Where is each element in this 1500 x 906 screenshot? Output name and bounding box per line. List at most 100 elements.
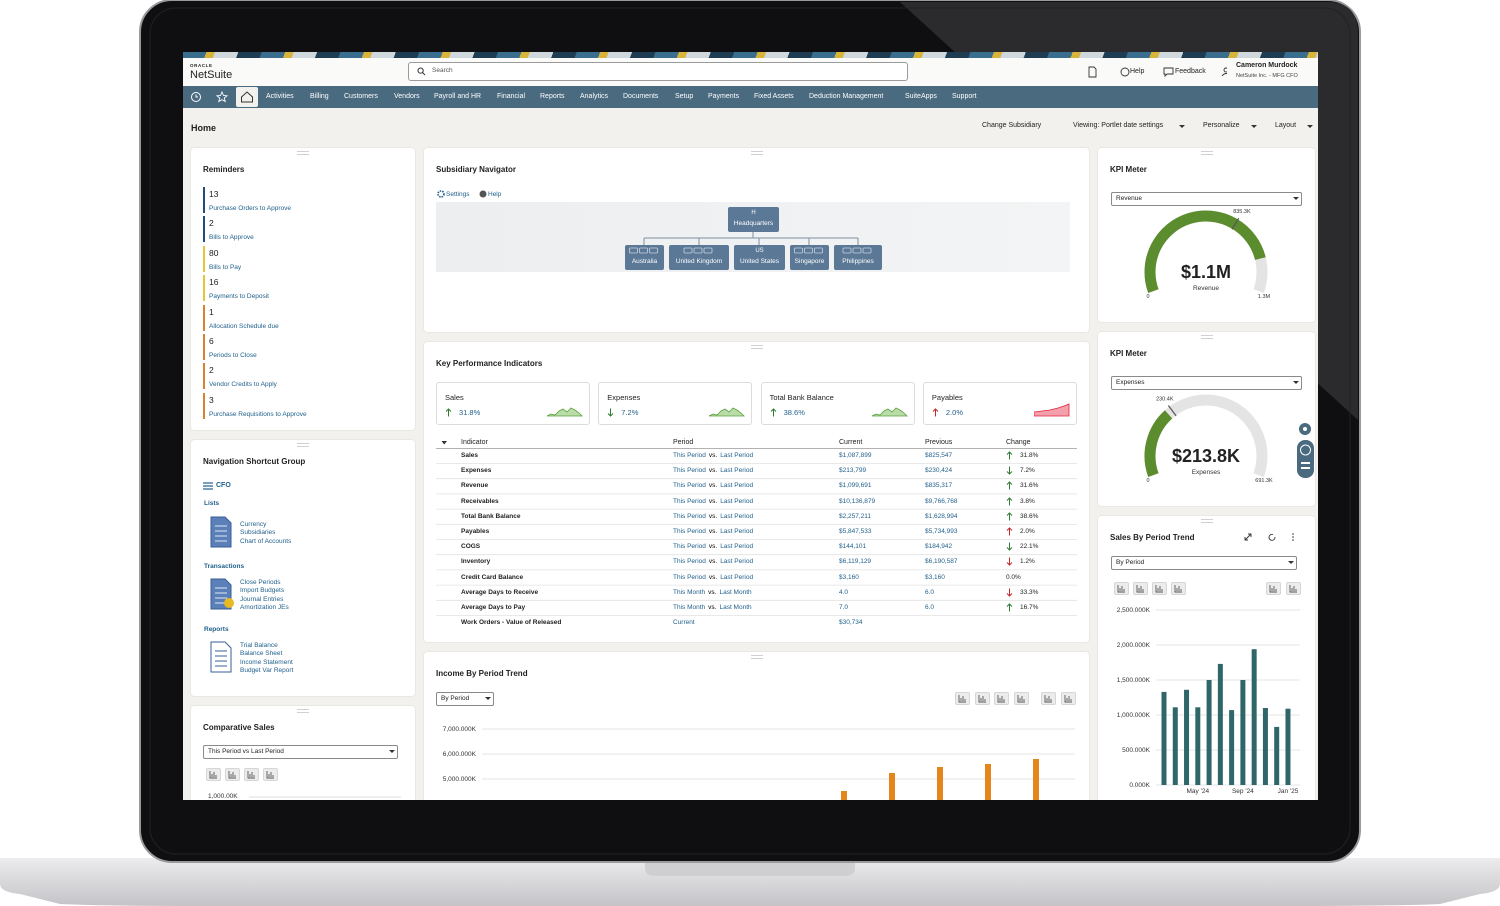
page-action[interactable]: Viewing: Portlet date settings <box>1073 122 1164 129</box>
user-name[interactable]: Cameron Murdock <box>1236 62 1298 69</box>
current[interactable]: $144,101 <box>839 543 867 551</box>
reminder-link[interactable]: Vendor Credits to Apply <box>209 381 277 389</box>
period-part[interactable]: Last Period <box>720 558 754 566</box>
menu-item[interactable]: Billing <box>310 93 329 100</box>
reminder-count[interactable]: 3 <box>209 394 214 405</box>
reminder-count[interactable]: 6 <box>209 336 214 346</box>
kpi-tile[interactable]: Expenses 7.2% <box>598 382 753 425</box>
current[interactable]: $3,160 <box>839 573 859 581</box>
period-part[interactable]: Current <box>673 619 695 627</box>
shortcut-link[interactable]: Income Statement <box>240 658 293 666</box>
current[interactable]: $1,087,899 <box>839 452 872 459</box>
reminder-link[interactable]: Purchase Requisitions to Approve <box>209 410 307 418</box>
page-action[interactable]: Layout <box>1275 122 1297 129</box>
period-part[interactable]: This Period <box>673 512 706 520</box>
subsidiary-node[interactable]: Australia <box>625 245 664 270</box>
settings-link[interactable]: Settings <box>446 191 470 198</box>
subsidiary-node[interactable]: US United States <box>734 245 785 270</box>
page-action[interactable]: Change Subsidiary <box>982 122 1042 129</box>
shortcut-group[interactable]: CFO <box>216 482 231 489</box>
menu-item[interactable]: Activities <box>266 93 294 100</box>
search-box[interactable] <box>408 62 908 81</box>
reminder-count[interactable]: 2 <box>209 365 214 376</box>
select[interactable]: This Period vs Last Period <box>203 745 398 759</box>
period-part[interactable]: Last Period <box>720 528 754 535</box>
menu-item[interactable]: Documents <box>623 93 659 100</box>
menu-item[interactable]: Analytics <box>580 93 609 100</box>
menu-item[interactable]: Reports <box>540 93 565 100</box>
reminder-link[interactable]: Purchase Orders to Approve <box>209 205 292 212</box>
help-link[interactable]: Help <box>488 191 502 198</box>
reminder-count[interactable]: 13 <box>209 189 219 199</box>
select[interactable]: By Period <box>436 692 494 706</box>
shortcut-link[interactable]: Currency <box>240 521 267 528</box>
previous[interactable]: $835,317 <box>925 482 953 490</box>
previous[interactable]: $825,547 <box>925 452 953 459</box>
current[interactable]: $6,119,129 <box>839 558 872 566</box>
period-part[interactable]: Last Month <box>719 588 752 596</box>
reminder-link[interactable]: Payments to Deposit <box>209 293 269 301</box>
current[interactable]: $1,099,691 <box>839 482 872 490</box>
period-part[interactable]: Last Period <box>720 482 754 490</box>
previous[interactable]: $3,160 <box>925 573 945 581</box>
kpi-tile[interactable]: Sales 31.8% <box>436 382 590 425</box>
period-part[interactable]: This Month <box>673 604 706 611</box>
help-widget[interactable] <box>1296 420 1316 480</box>
period-part[interactable]: Last Period <box>720 512 754 520</box>
current[interactable]: $2,257,211 <box>839 512 872 520</box>
menu-item[interactable]: Fixed Assets <box>754 93 794 100</box>
previous[interactable]: $9,766,768 <box>925 497 958 505</box>
select[interactable]: Expenses <box>1111 376 1302 390</box>
previous[interactable]: $184,942 <box>925 543 953 551</box>
current[interactable]: $10,136,879 <box>839 497 876 505</box>
reminder-link[interactable]: Allocation Schedule due <box>209 322 279 330</box>
period-part[interactable]: Last Period <box>720 543 754 551</box>
reminder-link[interactable]: Periods to Close <box>209 352 257 359</box>
period-part[interactable]: This Period <box>673 528 706 535</box>
menu-item[interactable]: Deduction Management <box>809 93 884 100</box>
current[interactable]: 4.0 <box>839 588 849 596</box>
period-part[interactable]: Last Period <box>720 467 754 475</box>
menu-item[interactable]: Support <box>952 93 977 100</box>
previous[interactable]: 6.0 <box>925 588 935 596</box>
shortcut-link[interactable]: Journal Entries <box>240 595 284 603</box>
previous[interactable]: $6,190,587 <box>925 558 958 566</box>
current[interactable]: $5,847,533 <box>839 528 872 535</box>
previous[interactable]: $5,734,993 <box>925 528 958 535</box>
reminder-link[interactable]: Bills to Pay <box>209 263 242 271</box>
shortcut-link[interactable]: Import Budgets <box>240 587 285 595</box>
select[interactable]: By Period <box>1111 556 1297 570</box>
subsidiary-node[interactable]: Singapore <box>790 245 829 270</box>
page-action[interactable]: Personalize <box>1203 122 1240 129</box>
shortcut-link[interactable]: Trial Balance <box>240 642 278 649</box>
current[interactable]: $213,799 <box>839 467 867 475</box>
shortcut-link[interactable]: Subsidiaries <box>240 529 276 537</box>
menu-item[interactable]: Payments <box>708 93 740 100</box>
period-part[interactable]: This Period <box>673 452 706 459</box>
menu-item[interactable]: SuiteApps <box>905 93 937 100</box>
shortcut-link[interactable]: Amortization JEs <box>240 604 289 612</box>
shortcut-link[interactable]: Balance Sheet <box>240 650 283 658</box>
subsidiary-node[interactable]: Philippines <box>834 245 882 270</box>
subsidiary-node[interactable]: United Kingdom <box>669 245 729 270</box>
period-part[interactable]: Last Month <box>719 604 752 611</box>
previous[interactable]: $230,424 <box>925 467 953 475</box>
subsidiary-node[interactable]: H Headquarters <box>728 207 779 232</box>
previous[interactable]: $1,628,994 <box>925 512 958 520</box>
period-part[interactable]: This Period <box>673 573 706 581</box>
reminder-count[interactable]: 2 <box>209 218 214 229</box>
current[interactable]: $30,734 <box>839 619 863 627</box>
period-part[interactable]: This Period <box>673 558 706 566</box>
current[interactable]: 7.0 <box>839 604 849 611</box>
period-part[interactable]: This Period <box>673 543 706 551</box>
reminder-link[interactable]: Bills to Approve <box>209 234 254 242</box>
help-link[interactable]: Help <box>1130 68 1145 75</box>
previous[interactable]: 6.0 <box>925 604 935 611</box>
kpi-tile[interactable]: Payables 2.0% <box>922 382 1077 425</box>
period-part[interactable]: This Period <box>673 467 706 475</box>
kpi-tile[interactable]: Total Bank Balance 38.6% <box>760 382 915 425</box>
menu-item[interactable]: Financial <box>497 93 526 100</box>
menu-item[interactable]: Vendors <box>394 93 420 100</box>
period-part[interactable]: Last Period <box>720 452 754 459</box>
menu-item[interactable]: Customers <box>344 93 378 100</box>
